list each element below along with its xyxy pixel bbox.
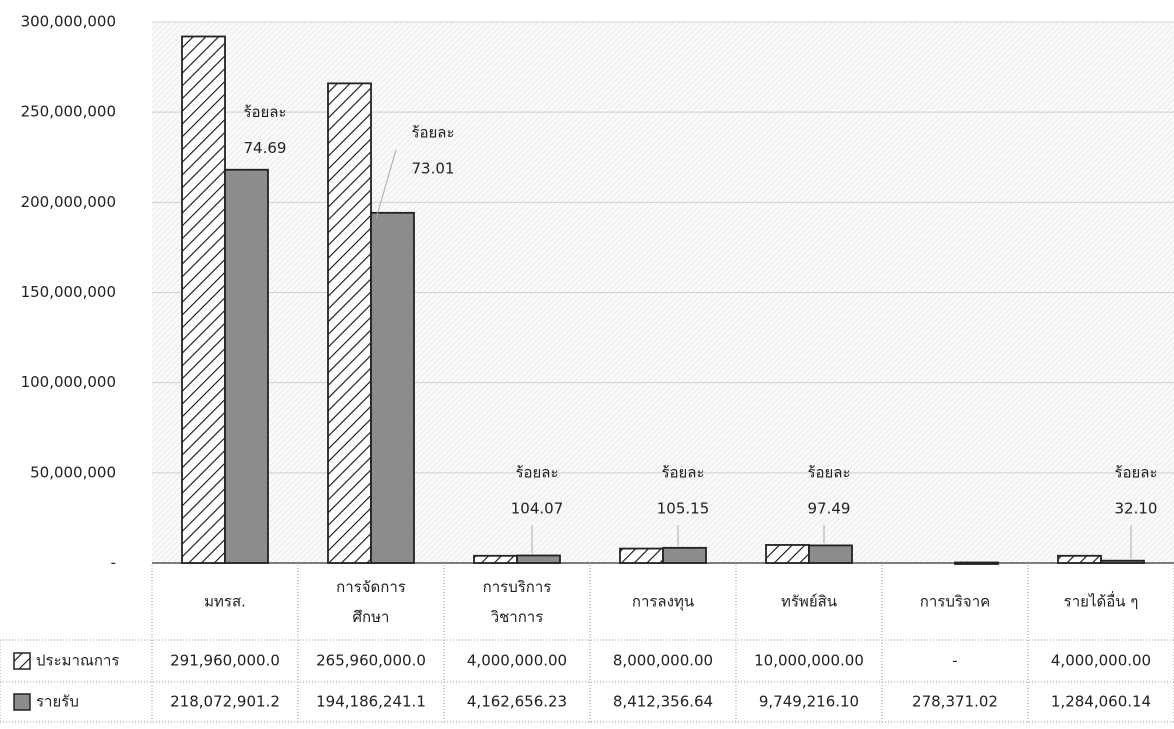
table-value: 4,162,656.23: [467, 693, 567, 711]
annotation-value: 74.69: [244, 139, 287, 157]
table-value: 9,749,216.10: [759, 693, 859, 711]
table-value: 278,371.02: [912, 693, 998, 711]
table-value: 265,960,000.0: [316, 652, 426, 670]
bar: [1100, 559, 1145, 564]
annotation-prefix: ร้อยละ: [243, 103, 286, 121]
table-value: 4,000,000.00: [1051, 652, 1151, 670]
annotation-leader: [375, 149, 397, 219]
bar: [370, 211, 415, 564]
table-value: -: [952, 652, 957, 670]
y-tick-label: 50,000,000: [30, 463, 116, 481]
bar: [954, 561, 999, 565]
table-value: 218,072,901.2: [170, 693, 280, 711]
annotation-value: 105.15: [657, 500, 710, 518]
table-value: 4,000,000.00: [467, 652, 567, 670]
x-tick-label: ทรัพย์สิน: [781, 593, 837, 611]
annotation-prefix: ร้อยละ: [807, 464, 850, 482]
bar: [327, 82, 372, 564]
table-value: 291,960,000.0: [170, 652, 280, 670]
table-value: 1,284,060.14: [1051, 693, 1151, 711]
y-tick-label: 250,000,000: [21, 103, 116, 121]
legend-swatch: [13, 693, 31, 711]
annotation-value: 32.10: [1115, 500, 1158, 518]
table-value: 8,412,356.64: [613, 693, 713, 711]
y-tick-label: 100,000,000: [21, 373, 116, 391]
x-tick-label: มทรส.: [204, 593, 246, 611]
legend-label: รายรับ: [36, 693, 79, 711]
y-tick-label: 200,000,000: [21, 193, 116, 211]
annotation-value: 104.07: [511, 500, 564, 518]
bar: [224, 168, 269, 564]
annotation-prefix: ร้อยละ: [661, 464, 704, 482]
bar: [516, 554, 561, 564]
x-tick-label: การบริจาค: [920, 593, 990, 611]
annotation-prefix: ร้อยละ: [1114, 464, 1157, 482]
y-tick-label: 150,000,000: [21, 283, 116, 301]
x-tick-label: การลงทุน: [632, 593, 694, 612]
table-value: 10,000,000.00: [754, 652, 864, 670]
bar: [619, 547, 664, 564]
annotation-value: 97.49: [808, 500, 851, 518]
y-tick-label: 300,000,000: [21, 13, 116, 31]
annotation-value: 73.01: [412, 159, 455, 177]
annotation-prefix: ร้อยละ: [411, 123, 454, 141]
x-tick-label: การจัดการศึกษา: [336, 578, 406, 626]
bar: [181, 35, 226, 564]
table-value: 194,186,241.1: [316, 693, 426, 711]
bar: [1057, 554, 1102, 564]
x-tick-label: การบริการวิชาการ: [483, 578, 552, 626]
bar: [765, 544, 810, 564]
bar: [662, 546, 707, 564]
legend-swatch: [13, 652, 31, 670]
legend-label: ประมาณการ: [36, 652, 119, 670]
bar: [808, 544, 853, 564]
x-tick-label: รายได้อื่น ๆ: [1064, 591, 1139, 611]
table-value: 8,000,000.00: [613, 652, 713, 670]
bar: [473, 554, 518, 564]
annotation-prefix: ร้อยละ: [515, 464, 558, 482]
y-tick-label: -: [111, 554, 116, 572]
